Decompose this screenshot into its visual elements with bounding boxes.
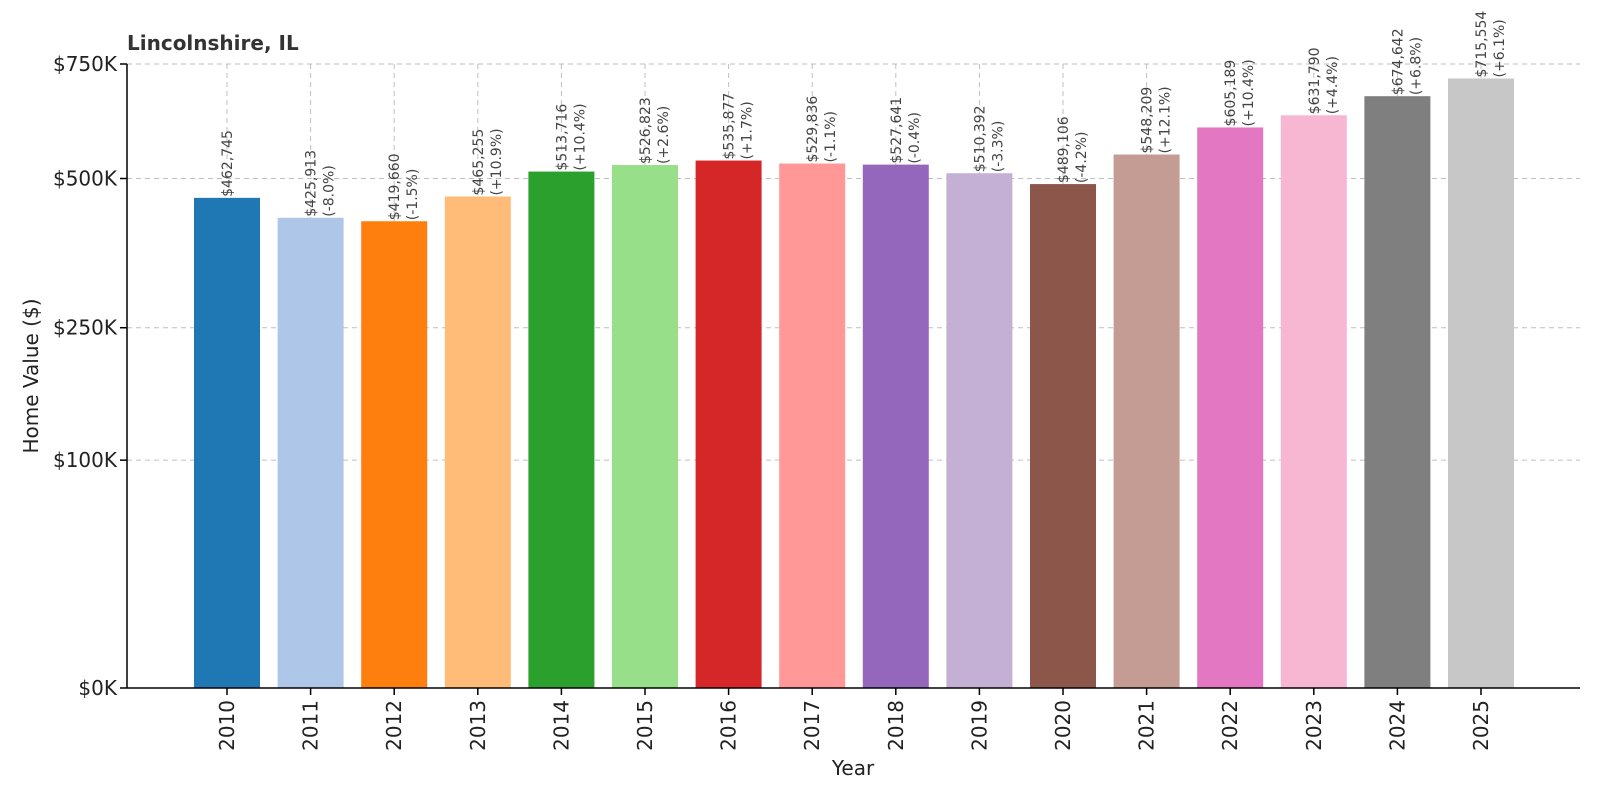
bar-change-label: (-3.3%) [990, 121, 1006, 173]
y-tick-label: $0K [78, 676, 117, 700]
x-tick-label: 2021 [1135, 700, 1159, 751]
bar-2020 [1030, 184, 1096, 688]
x-tick-label: 2016 [717, 700, 741, 751]
bar-2016 [695, 160, 762, 689]
y-tick-label: $100K [53, 448, 118, 472]
bar-change-label: (+4.4%) [1325, 56, 1341, 114]
bar-change-label: (-1.5%) [405, 169, 421, 221]
axes [126, 64, 1580, 689]
bar-2022 [1197, 127, 1264, 688]
bar-2010 [194, 197, 260, 688]
bar-value-label: $631,790 [1307, 47, 1323, 114]
y-tick-label: $250K [53, 316, 118, 340]
bar-2017 [779, 163, 846, 688]
bar-2021 [1113, 154, 1180, 688]
bar-value-label: $465,255 [471, 129, 487, 196]
bar-value-label: $674,642 [1390, 28, 1406, 95]
bars [194, 78, 1514, 689]
bar-change-label: (+6.8%) [1408, 37, 1424, 95]
bar-value-label: $510,392 [972, 105, 988, 172]
bar-2015 [612, 165, 678, 689]
x-tick-label: 2013 [466, 700, 490, 751]
bar-value-label: $527,641 [889, 97, 905, 164]
x-tick-label: 2019 [967, 700, 991, 751]
bar-value-label: $548,209 [1140, 87, 1156, 154]
bar-change-label: (-1.1%) [823, 111, 839, 163]
bar-value-label: $462,745 [220, 130, 236, 197]
bar-2018 [862, 164, 929, 688]
x-tick-label: 2011 [299, 700, 323, 751]
chart-title: Lincolnshire, IL [127, 31, 299, 55]
bar-change-label: (-4.2%) [1074, 132, 1090, 184]
bar-2023 [1280, 115, 1347, 689]
x-tick-label: 2010 [215, 700, 239, 751]
bar-change-label: (+10.4%) [1241, 59, 1257, 126]
bar-2013 [444, 196, 511, 688]
bar-2011 [277, 217, 344, 688]
x-tick-label: 2022 [1218, 700, 1242, 751]
x-tick-label: 2015 [633, 700, 657, 751]
bar-value-label: $425,913 [304, 150, 320, 217]
y-tick-label: $750K [53, 52, 118, 76]
x-tick-label: 2025 [1469, 700, 1493, 751]
bar-value-label: $535,877 [722, 93, 738, 160]
bar-change-label: (+1.7%) [740, 101, 756, 159]
x-tick-label: 2023 [1302, 700, 1326, 751]
x-tick-label: 2024 [1385, 700, 1409, 751]
bar-value-label: $419,660 [387, 153, 403, 220]
bar-change-label: (+12.1%) [1158, 86, 1174, 153]
bar-value-label: $605,189 [1223, 60, 1239, 127]
bar-change-label: (+2.6%) [656, 106, 672, 164]
x-tick-label: 2012 [382, 700, 406, 751]
bar-change-label: (+6.1%) [1492, 19, 1508, 77]
x-ticks: 2010 2011 2012 2013 2014 2015 2016 2017 2018 2019… [215, 688, 1493, 751]
y-ticks: $0K $100K $250K $500K $750K [53, 52, 127, 700]
bar-value-label: $513,716 [554, 104, 570, 171]
bar-value-label: $489,106 [1056, 116, 1072, 183]
bar-change-label: (-0.4%) [907, 112, 923, 164]
bar-value-label: $529,836 [805, 96, 821, 163]
bar-2019 [946, 173, 1013, 688]
grid [127, 63, 1580, 688]
bar-value-label: $715,554 [1474, 11, 1490, 78]
bar-change-label: (+10.4%) [572, 103, 588, 170]
bar-2024 [1364, 96, 1431, 688]
y-tick-label: $500K [53, 167, 118, 191]
y-axis-label: Home Value ($) [19, 298, 43, 453]
bar-change-label: (+10.9%) [489, 128, 505, 195]
bar-value-label: $526,823 [638, 97, 654, 164]
bar-change-label: (-8.0%) [322, 165, 338, 217]
bar-labels: $462,745 $425,913 (-8.0%) $419,660 (-1.5%) $4… [220, 11, 1508, 221]
bar-2025 [1448, 78, 1514, 689]
x-axis-label: Year [831, 756, 875, 780]
x-tick-label: 2020 [1051, 700, 1075, 751]
bar-2012 [361, 221, 428, 688]
x-tick-label: 2018 [884, 700, 908, 751]
x-tick-label: 2014 [549, 700, 573, 751]
bar-2014 [528, 171, 595, 689]
x-tick-label: 2017 [800, 700, 824, 751]
